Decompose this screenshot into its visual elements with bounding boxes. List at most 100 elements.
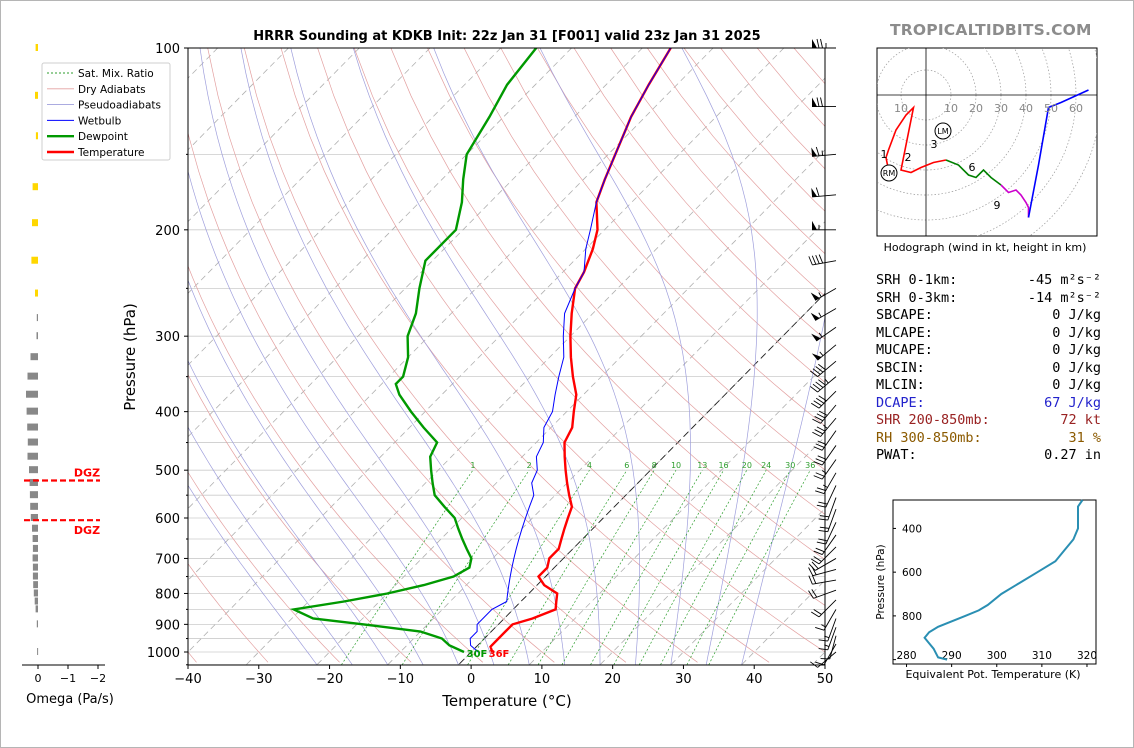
pseudoadiabat — [188, 426, 353, 665]
y-tick-label: 400 — [155, 406, 180, 421]
hodograph-height-label: 1 — [881, 148, 888, 161]
barb-staff — [829, 635, 837, 660]
parameter-value: 0 J/kg — [1052, 377, 1101, 393]
barb-staff — [812, 579, 837, 585]
barb-staff — [812, 260, 837, 266]
theta-e-x-tick-label: 280 — [897, 650, 917, 662]
omega-bar — [35, 44, 38, 51]
hodograph-segment — [885, 105, 947, 174]
barb-full — [808, 590, 814, 599]
dry-adiabat — [463, 48, 825, 471]
x-tick-label: 50 — [817, 672, 834, 687]
barb-flag — [810, 312, 820, 321]
isotherm — [387, 221, 825, 665]
barb-full — [808, 567, 814, 576]
sounding-parameters: SRH 0-1km: -45 m²s⁻² SRH 0-3km: -14 m²s⁻² SB… — [876, 272, 1101, 465]
legend-entry: Dry Adiabats — [78, 84, 146, 96]
omega-bar — [29, 491, 38, 499]
legend-entry: Temperature — [77, 147, 145, 159]
mixing-ratio-line — [660, 470, 767, 665]
barb-full — [812, 368, 821, 375]
barb-full — [814, 429, 824, 435]
mixing-ratio-label: 4 — [587, 461, 592, 470]
barb-staff — [813, 589, 837, 599]
surface-dewpoint-label: 30F — [467, 649, 488, 660]
parameter-label: SHR 200-850mb: — [876, 412, 990, 428]
barb-full — [810, 370, 818, 377]
barb-staff — [812, 569, 837, 577]
pseudoadiabat — [352, 48, 601, 665]
parameter-value: -14 m²s⁻² — [1027, 289, 1101, 306]
barb-full — [815, 397, 825, 404]
parameter-row: SBCIN: 0 J/kg — [876, 360, 1101, 378]
barb-staff — [812, 194, 837, 198]
wind-barb — [810, 287, 837, 301]
wind-barb — [813, 534, 837, 556]
barb-full — [815, 661, 825, 666]
barb-flag — [810, 292, 820, 301]
mixing-ratio-label: 30 — [785, 461, 795, 470]
storm-motion-marker — [934, 122, 952, 140]
hodograph-height-label: 2 — [905, 151, 912, 164]
barb-staff — [823, 472, 837, 494]
zero-isotherm — [458, 292, 825, 665]
barb-full — [813, 461, 823, 466]
barb-flag — [811, 147, 818, 157]
barb-flag — [811, 333, 821, 342]
hodograph-ring-label: 10 — [894, 102, 908, 115]
barb-staff — [818, 546, 837, 565]
barb-staff — [825, 485, 837, 508]
omega-bar — [35, 605, 38, 613]
parameter-value: 67 J/kg — [1044, 394, 1101, 411]
barb-full — [815, 472, 825, 477]
hodograph-height-label: 6 — [969, 161, 976, 174]
wind-barb — [812, 417, 837, 437]
mixing-ratio-label: 10 — [671, 461, 681, 470]
omega-bar — [26, 407, 38, 415]
barb-full — [811, 561, 819, 569]
wind-barb — [816, 485, 837, 508]
hodograph-segment — [1027, 89, 1089, 218]
mixing-ratio-line — [467, 470, 590, 665]
barb-full — [818, 363, 826, 371]
isotherm — [245, 77, 825, 665]
mixing-ratio-label: 24 — [761, 461, 771, 470]
wind-barb — [808, 566, 837, 577]
barb-full — [818, 538, 828, 542]
omega-bar — [26, 390, 38, 398]
omega-bar — [32, 534, 38, 542]
omega-bar — [27, 438, 38, 446]
dry-adiabat — [317, 48, 825, 653]
omega-bar — [27, 372, 38, 380]
omega-bar — [30, 353, 38, 361]
isotherm — [316, 149, 825, 665]
parameter-label: PWAT: — [876, 447, 917, 463]
pseudoadiabat — [539, 48, 691, 665]
barb-full — [816, 426, 826, 432]
mixing-ratio-line — [613, 470, 724, 665]
y-tick-label: 600 — [155, 512, 180, 527]
theta-e-x-tick-label: 310 — [1032, 650, 1052, 662]
parameter-row: MUCAPE: 0 J/kg — [876, 342, 1101, 360]
barb-full — [818, 501, 828, 505]
barb-full — [820, 97, 823, 107]
legend-entry: Pseudoadiabats — [78, 100, 161, 112]
omega-bar — [32, 219, 38, 227]
hodograph-segment — [1000, 184, 1030, 218]
parameter-row: MLCIN: 0 J/kg — [876, 377, 1101, 395]
barb-staff — [820, 404, 837, 424]
wind-barb — [811, 146, 837, 157]
wind-barb — [815, 609, 837, 631]
barb-full — [810, 386, 818, 393]
wind-barb — [816, 522, 837, 545]
parameter-label: MLCIN: — [876, 377, 925, 393]
omega-bar — [36, 332, 38, 340]
wind-barb — [813, 459, 837, 480]
dry-adiabat — [188, 471, 340, 663]
dry-adiabat — [207, 48, 627, 663]
parameter-label: SRH 0-3km: — [876, 289, 958, 306]
y-tick-label: 700 — [155, 552, 180, 567]
hodograph-ring-label: 30 — [994, 102, 1008, 115]
y-tick-label: 200 — [155, 224, 180, 239]
